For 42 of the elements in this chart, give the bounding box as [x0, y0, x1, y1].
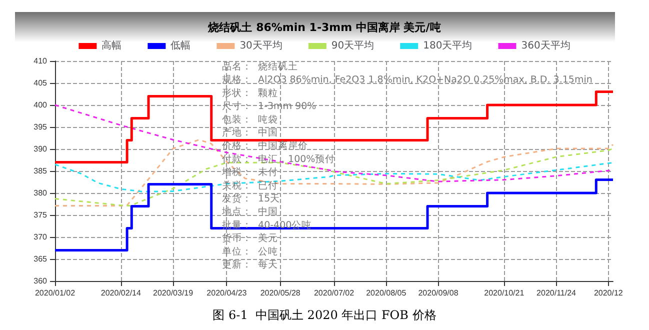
x-tick-label: 2020/11/24	[536, 288, 577, 298]
x-tick-label: 2020/09/08	[418, 288, 459, 298]
y-tick-label: 375	[34, 210, 48, 220]
y-tick-label: 405	[34, 78, 48, 88]
annotation: 价格： 中国离岸价	[221, 140, 308, 152]
y-tick-label: 410	[34, 56, 48, 66]
annotation: 发货： 15天	[222, 192, 280, 204]
annotation: 包装： 吨袋	[222, 113, 278, 126]
y-tick-label: 360	[34, 276, 48, 286]
annotation: 地点： 中国	[221, 206, 278, 218]
y-tick-label: 400	[34, 100, 48, 110]
x-tick-label: 2020/07/02	[314, 288, 355, 298]
annotation: 品名： 烧结矾土	[222, 60, 298, 72]
x-tick-label: 2020/10/21	[484, 288, 525, 298]
x-tick-label: 2020/04/23	[206, 288, 248, 298]
annotation: 规格： Al2O3 86%min, Fe2O3 1.8%min, K2O+Na2O 0.25%max, B.D. 3.15min	[222, 74, 592, 86]
legend-label: 高幅	[102, 40, 122, 52]
annotation: 形状： 颗粒	[222, 86, 278, 99]
y-tick-label: 365	[34, 254, 48, 264]
x-tick-label: 2020/03/19	[153, 288, 194, 298]
annotation: 关税： 已付	[222, 179, 278, 192]
legend-label: 低幅	[170, 40, 191, 52]
x-tick-label: 2020/08/05	[366, 288, 407, 298]
line-series	[54, 162, 614, 192]
x-tick-label: 2020/12	[594, 288, 624, 298]
annotation: 产地： 中国	[222, 126, 278, 138]
legend-label: 90天平均	[331, 40, 374, 52]
y-tick-label: 390	[34, 144, 48, 154]
y-tick-label: 385	[34, 166, 48, 176]
y-tick-label: 380	[34, 188, 48, 198]
x-tick-label: 2020/01/02	[34, 288, 76, 298]
annotation: 单位： 公吨	[222, 245, 278, 258]
y-tick-label: 370	[34, 232, 48, 242]
legend-label: 360天平均	[521, 40, 570, 52]
chart-title: 烧结矾土 86%min 1-3mm 中国离岸 美元/吨	[207, 21, 441, 34]
legend-label: 30天平均	[240, 40, 282, 52]
legend-label: 180天平均	[423, 40, 472, 52]
x-tick-label: 2020/02/14	[100, 288, 142, 298]
caption: 图 6-1 中国矾土 2020 年出口 FOB 价格	[212, 308, 436, 322]
annotation: 更新： 每天	[222, 258, 278, 270]
x-tick-label: 2020/05/28	[260, 288, 301, 298]
y-tick-label: 395	[34, 122, 48, 132]
